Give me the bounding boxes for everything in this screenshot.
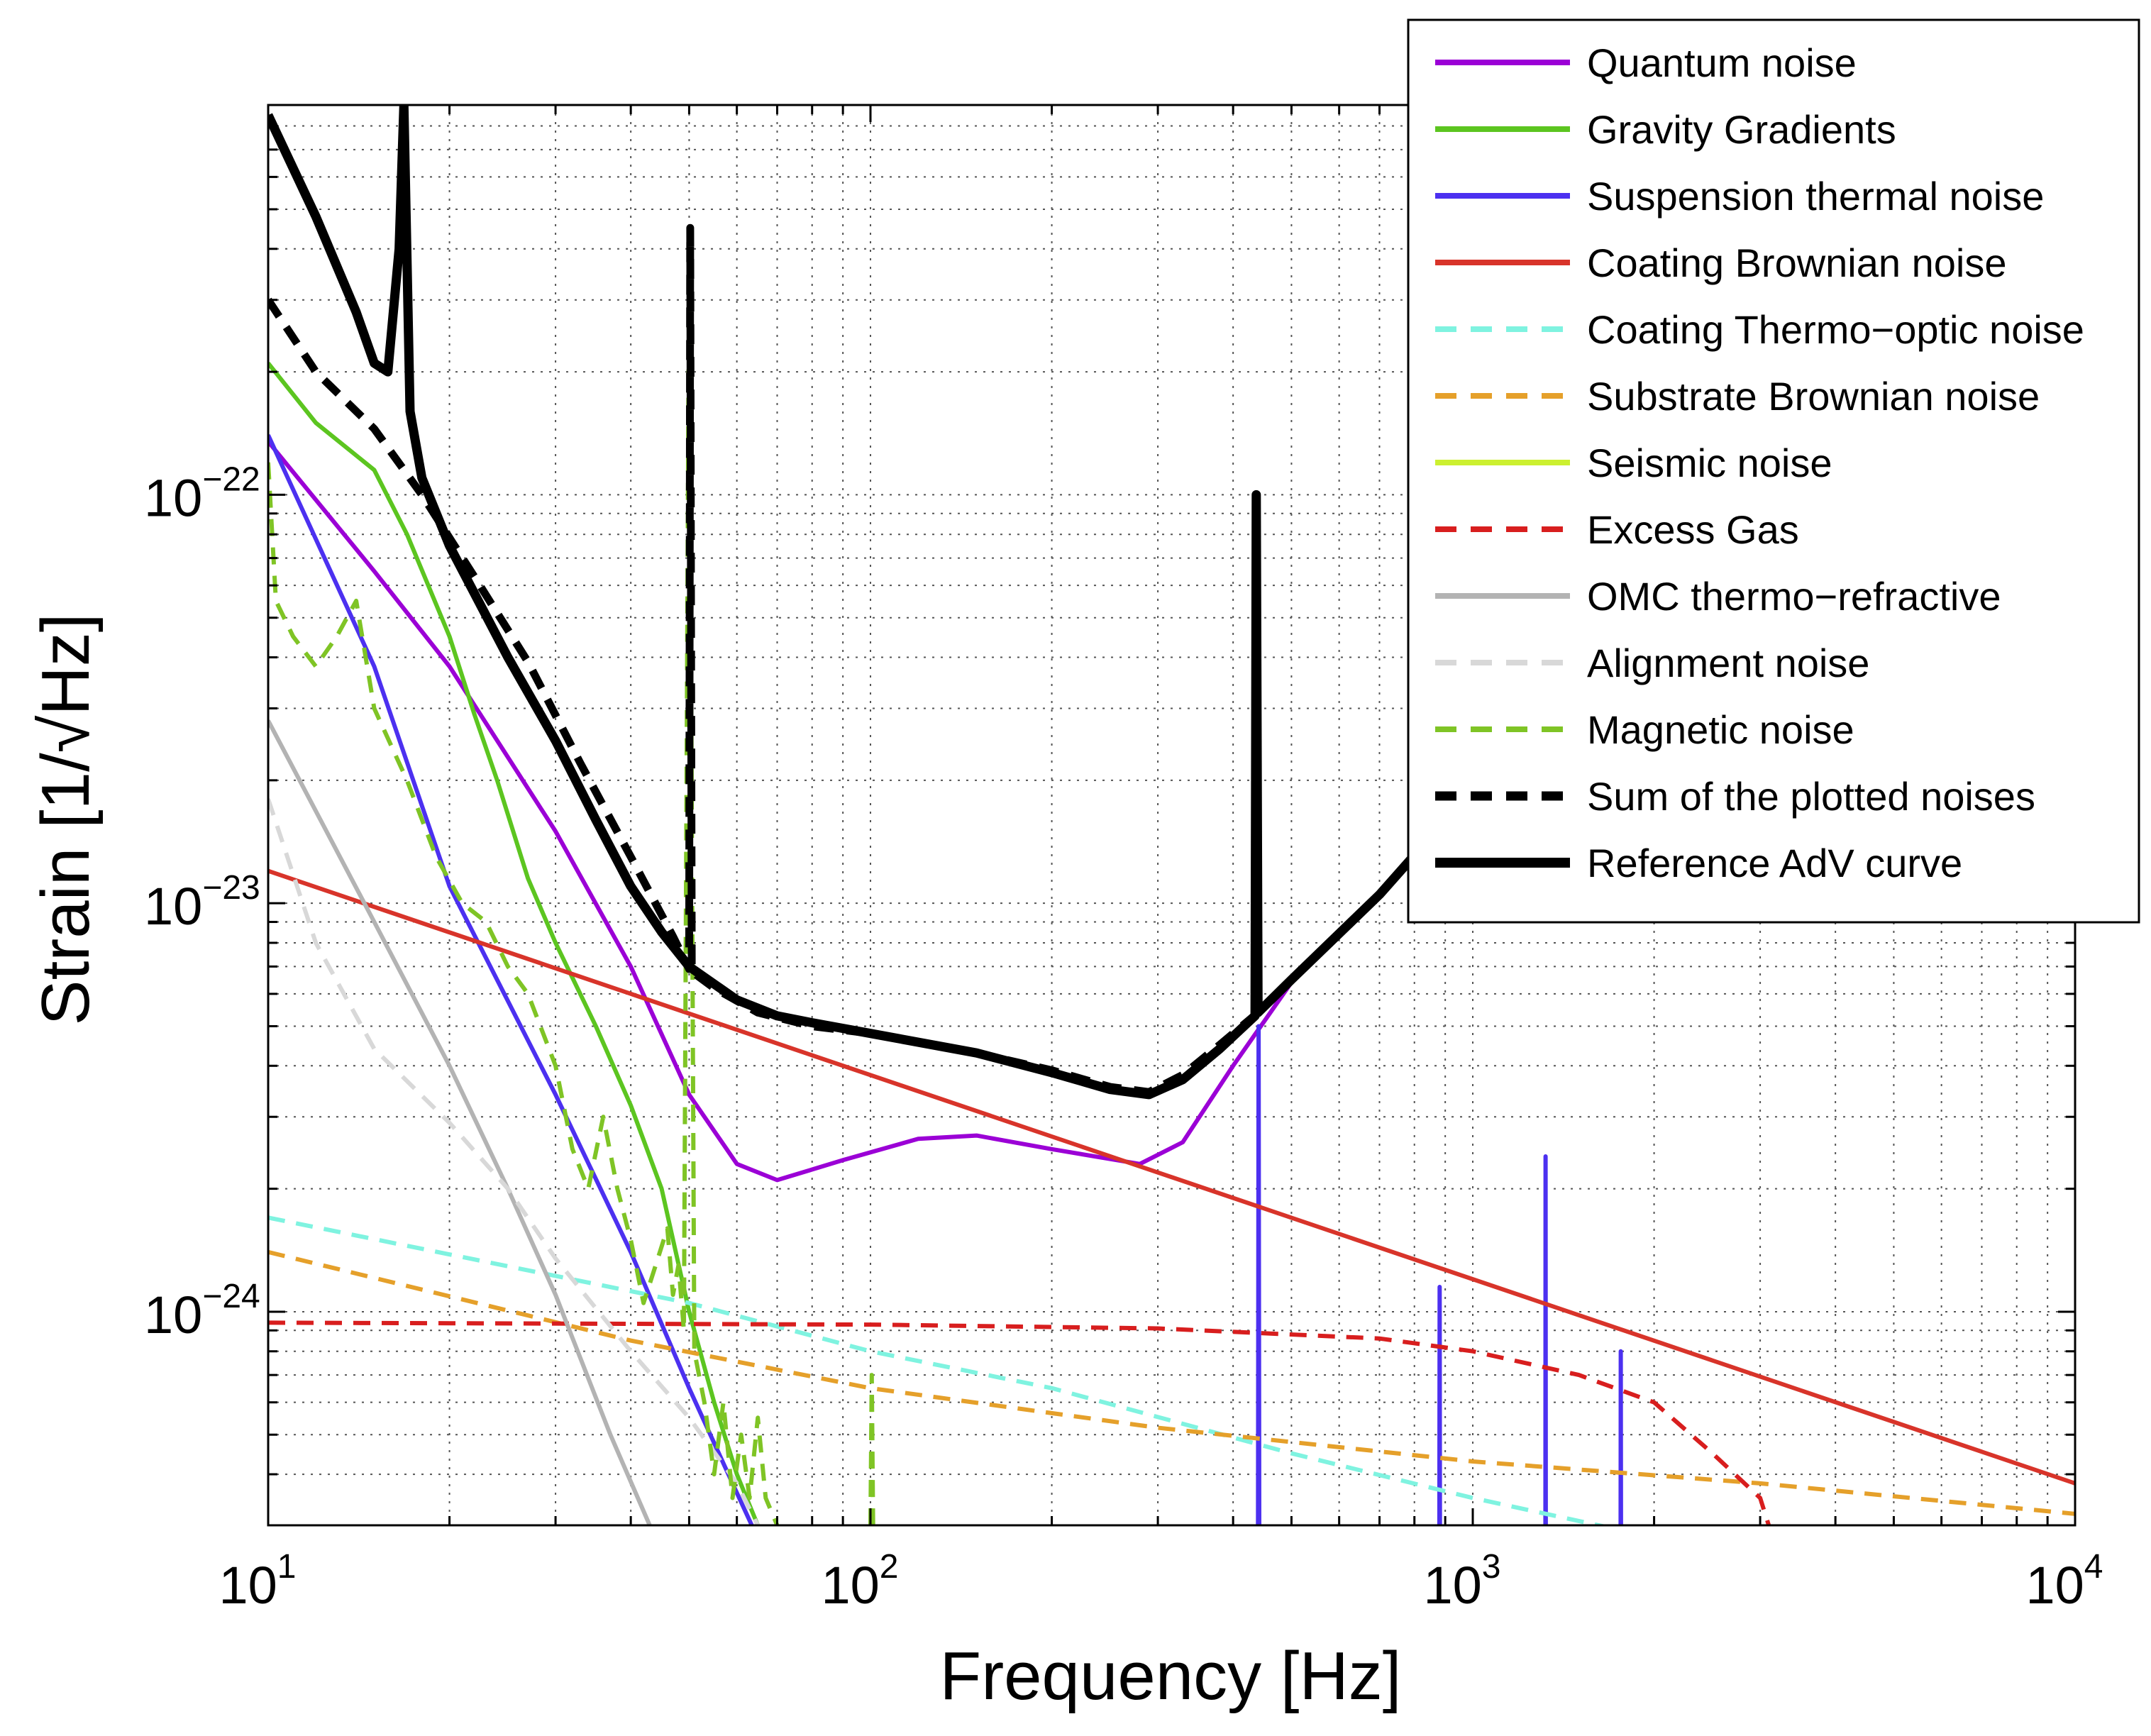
x-tick-label: 104 [2025, 1548, 2103, 1615]
legend-label: Alignment noise [1587, 641, 1869, 685]
legend-item-reference-adv-curve: Reference AdV curve [1435, 841, 1962, 885]
legend-label: Seismic noise [1587, 441, 1832, 485]
legend-item-coating-brownian-noise: Coating Brownian noise [1435, 241, 2006, 285]
x-tick-label: 102 [821, 1548, 898, 1615]
legend-item-gravity-gradients: Gravity Gradients [1435, 107, 1896, 152]
series-line-excess-gas [268, 1320, 1771, 1525]
series-line-quantum-noise [268, 440, 1475, 1183]
series-line-substrate-brownian-noise [268, 1249, 2075, 1516]
series-line-coating-thermo-optic-noise [268, 1215, 1609, 1525]
y-tick-label: 10−22 [144, 460, 260, 527]
series-line-reference-adv-curve [268, 105, 1476, 1100]
series-line-magnetic-noise [268, 246, 780, 1525]
y-axis-title: Strain [1/√Hz] [28, 614, 104, 1026]
legend-label: Reference AdV curve [1587, 841, 1962, 885]
legend: Quantum noise Gravity Gradients Suspension… [1407, 18, 2140, 924]
y-tick-label: 10−24 [144, 1278, 260, 1344]
legend-label: Magnetic noise [1587, 707, 1854, 752]
series-line-suspension-thermal-noise-peak-440 [1256, 1024, 1261, 1525]
legend-item-suspension-thermal-noise: Suspension thermal noise [1435, 174, 2044, 219]
legend-item-sum-of-the-plotted-noises: Sum of the plotted noises [1435, 774, 2035, 819]
series-line-suspension-thermal-noise-peak-880 [1437, 1285, 1442, 1525]
series-line-suspension-thermal-noise [268, 434, 755, 1525]
legend-label: OMC thermo−refractive [1587, 574, 2001, 619]
y-tick-label: 10−23 [144, 869, 260, 936]
legend-label: Gravity Gradients [1587, 107, 1896, 152]
legend-item-omc-thermo-refractive: OMC thermo−refractive [1435, 574, 2001, 619]
series-line-omc-thermo-refractive [268, 719, 652, 1525]
legend-label: Coating Brownian noise [1587, 241, 2006, 285]
series-line-suspension-thermal-noise-peak-1760 [1618, 1349, 1623, 1525]
legend-item-magnetic-noise: Magnetic noise [1435, 707, 1854, 752]
legend-label: Quantum noise [1587, 40, 1857, 85]
x-axis-title: Frequency [Hz] [940, 1638, 1402, 1714]
series-line-gravity-gradients [268, 362, 760, 1525]
series-line-magnetic-noise-peak-100 [868, 1373, 875, 1525]
series-line-suspension-thermal-noise-peak-1320 [1543, 1154, 1548, 1525]
legend-label: Coating Thermo−optic noise [1587, 307, 2084, 352]
series-layer [268, 105, 2075, 1525]
grid [267, 104, 2076, 1526]
series-line-coating-brownian-noise [268, 868, 2075, 1486]
legend-box [1407, 18, 2140, 924]
series-line-alignment-noise [268, 798, 760, 1525]
legend-item-seismic-noise: Seismic noise [1435, 441, 1832, 485]
legend-label: Substrate Brownian noise [1587, 374, 2040, 419]
legend-item-alignment-noise: Alignment noise [1435, 641, 1869, 685]
legend-item-coating-thermo-optic-noise: Coating Thermo−optic noise [1435, 307, 2084, 352]
legend-label: Sum of the plotted noises [1587, 774, 2035, 819]
x-tick-label: 101 [219, 1548, 296, 1615]
legend-item-excess-gas: Excess Gas [1435, 507, 1799, 552]
legend-item-quantum-noise: Quantum noise [1435, 40, 1857, 85]
x-tick-label: 103 [1423, 1548, 1500, 1615]
legend-item-substrate-brownian-noise: Substrate Brownian noise [1435, 374, 2040, 419]
legend-label: Suspension thermal noise [1587, 174, 2044, 219]
axis-ticks: 101 102 103 104 10−24 10−23 10−22 [144, 104, 2103, 1615]
legend-label: Excess Gas [1587, 507, 1799, 552]
